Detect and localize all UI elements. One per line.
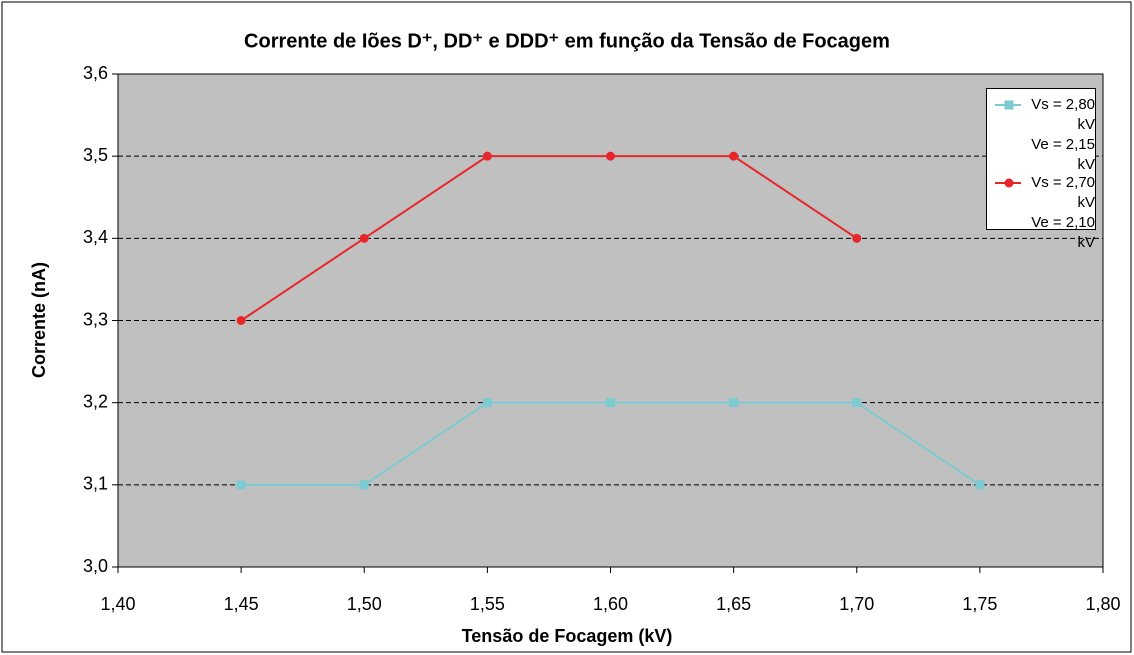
- legend-swatch: [995, 178, 1021, 188]
- marker: [236, 480, 246, 490]
- x-tick-label: 1,55: [470, 594, 505, 614]
- series-line: [240, 155, 858, 322]
- legend-entry: Vs = 2,80 kV Ve = 2,15 kV: [993, 95, 1095, 175]
- x-tick-label: 1,75: [962, 594, 997, 614]
- marker: [1004, 100, 1014, 110]
- x-tick-label: 1,65: [716, 594, 751, 614]
- y-tick-label: 3,1: [83, 474, 108, 494]
- y-tick-label: 3,2: [83, 391, 108, 411]
- legend: Vs = 2,80 kV Ve = 2,15 kV Vs = 2,70 kV Ve…: [986, 88, 1096, 251]
- marker: [359, 480, 369, 490]
- y-tick-label: 3,6: [83, 63, 108, 83]
- marker: [359, 233, 369, 243]
- x-tick-label: 1,50: [347, 594, 382, 614]
- legend-swatch: [995, 100, 1021, 110]
- legend-entry: Vs = 2,70 kV Ve = 2,10 kV: [993, 173, 1095, 253]
- legend-label: Vs = 2,70 kV Ve = 2,10 kV: [1031, 174, 1095, 251]
- y-tick-label: 3,5: [83, 145, 108, 165]
- marker: [482, 151, 492, 161]
- plot-border: [117, 73, 1104, 568]
- x-tick-label: 1,80: [1085, 594, 1120, 614]
- x-tick-label: 1,60: [593, 594, 628, 614]
- legend-label: Vs = 2,80 kV Ve = 2,15 kV: [1031, 96, 1095, 173]
- marker: [1004, 178, 1014, 188]
- x-axis-label: Tensão de Focagem (kV): [462, 626, 673, 646]
- y-axis-label: Corrente (nA): [29, 262, 49, 378]
- x-tick-label: 1,40: [100, 594, 135, 614]
- marker: [606, 151, 615, 161]
- y-tick-label: 3,4: [83, 227, 108, 247]
- marker: [975, 480, 985, 490]
- marker: [606, 398, 615, 408]
- x-tick-label: 1,45: [224, 594, 259, 614]
- marker: [852, 398, 862, 408]
- marker: [852, 233, 862, 243]
- x-tick-label: 1,70: [839, 594, 874, 614]
- y-tick-label: 3,3: [83, 309, 108, 329]
- marker: [729, 151, 739, 161]
- marker: [236, 316, 246, 325]
- chart-title: Corrente de Iões D⁺, DD⁺ e DDD⁺ em funçã…: [244, 30, 890, 52]
- y-tick-label: 3,0: [83, 556, 108, 576]
- marker: [729, 398, 739, 408]
- marker: [482, 398, 492, 408]
